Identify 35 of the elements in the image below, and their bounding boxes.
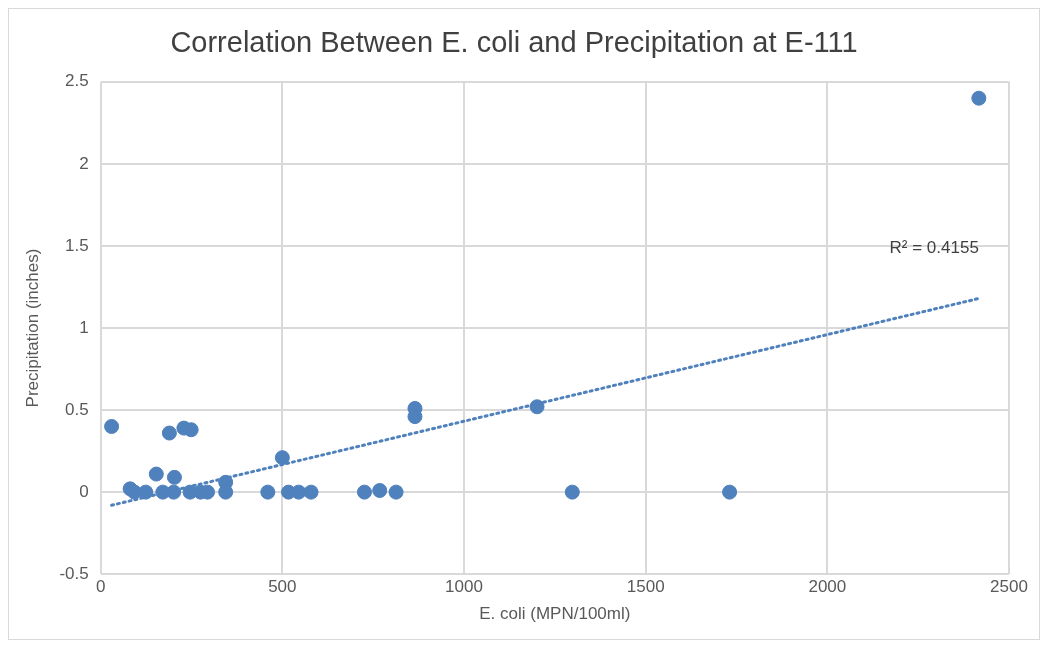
point [291,484,307,500]
y-tick-label: 0 [79,481,89,501]
point [722,484,738,500]
point [564,484,580,500]
y-axis-title: Precipitation (inches) [22,248,42,408]
point [372,482,388,498]
x-tick-label: 500 [268,577,297,597]
x-tick-label: 1500 [626,577,665,597]
point [260,484,276,500]
y-tick-label: 2 [79,153,89,173]
y-tick-label: 0.5 [65,399,89,419]
x-tick-label: 0 [95,577,106,597]
y-tick-label: 2.5 [65,71,89,91]
point [104,418,120,434]
point [161,425,177,441]
y-tick-label: -0.5 [59,563,89,583]
y-tick-label: 1.5 [65,235,89,255]
point [303,484,319,500]
point [183,422,199,438]
x-tick-label: 2500 [990,577,1028,597]
point [166,469,182,485]
point [138,484,154,500]
annotation: R² = 0.4155 [889,238,979,258]
x-tick-label: 1000 [445,577,483,597]
point [388,484,404,500]
chart-title: Correlation Between E. coli and Precipitation at E-111 [170,26,858,59]
y-tick-label: 1 [79,317,89,337]
point [971,90,987,106]
x-tick-label: 2000 [808,577,847,597]
point [148,466,164,482]
point [356,484,372,500]
x-axis-title: E. coli (MPN/100ml) [479,604,631,624]
point [529,399,545,415]
point [166,484,182,500]
point [274,450,290,466]
